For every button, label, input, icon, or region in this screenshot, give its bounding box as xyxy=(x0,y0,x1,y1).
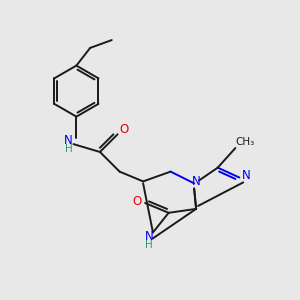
Text: N: N xyxy=(242,169,250,182)
Text: O: O xyxy=(133,194,142,208)
Text: O: O xyxy=(120,123,129,136)
Text: H: H xyxy=(145,240,153,250)
Text: N: N xyxy=(192,175,200,188)
Text: H: H xyxy=(65,144,72,154)
Text: CH₃: CH₃ xyxy=(236,137,255,147)
Text: N: N xyxy=(64,134,73,147)
Text: N: N xyxy=(145,230,153,243)
